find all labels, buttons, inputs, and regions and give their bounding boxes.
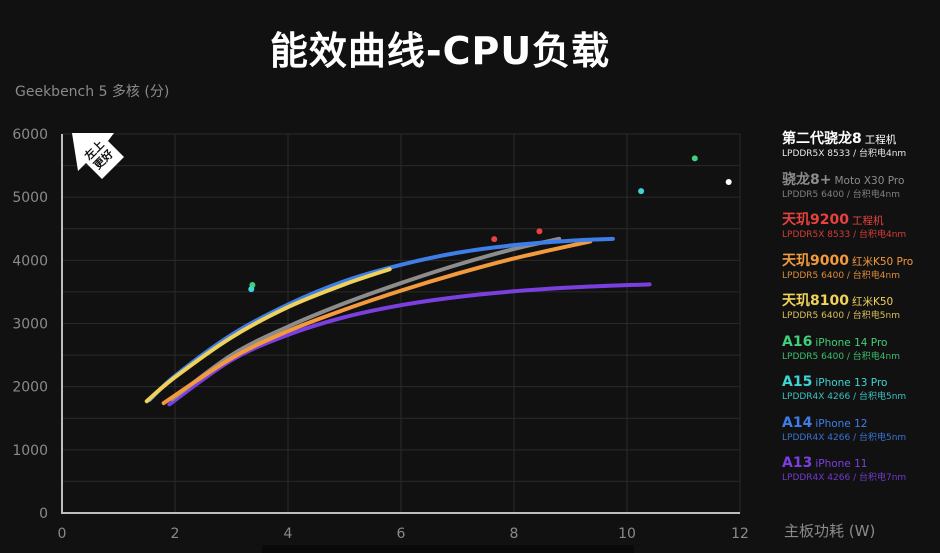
legend-memory-process: LPDDR5 6400 / 台积电4nm: [782, 189, 900, 200]
legend-memory-process: LPDDR5 6400 / 台积电4nm: [782, 351, 900, 362]
y-tick-label: 2000: [12, 380, 48, 396]
data-point: [691, 155, 698, 162]
legend-item: 天玑9200 工程机 LPDDR5X 8533 / 台积电4nm: [782, 212, 940, 253]
y-axis-label: Geekbench 5 多核 (分): [15, 84, 170, 100]
data-point: [725, 179, 732, 186]
legend-item: 天玑9000 红米K50 Pro LPDDR5 6400 / 台积电4nm: [782, 253, 940, 294]
legend-chip-label: 第二代骁龙8 工程机: [782, 131, 897, 147]
y-tick-label: 5000: [12, 190, 48, 206]
legend-item: A15 iPhone 13 Pro LPDDR4X 4266 / 台积电5nm: [782, 374, 940, 415]
legend-chip-label: 天玑8100 红米K50: [782, 293, 894, 309]
y-tick-label: 4000: [12, 253, 48, 269]
legend-chip-label: 骁龙8+ Moto X30 Pro: [782, 171, 905, 188]
efficiency-curve: [170, 236, 562, 402]
x-tick-label: 12: [731, 526, 749, 542]
x-tick-label: 4: [284, 526, 293, 542]
legend-chip-label: 天玑9200 工程机: [782, 212, 884, 228]
x-tick-label: 2: [171, 526, 180, 542]
legend-memory-process: LPDDR5 6400 / 台积电4nm: [782, 270, 900, 281]
x-tick-label: 8: [510, 526, 519, 542]
legend-chip-label: A13 iPhone 11: [782, 455, 868, 471]
legend-memory-process: LPDDR5X 8533 / 台积电4nm: [782, 230, 907, 240]
x-tick-label: 10: [618, 526, 636, 542]
data-point: [536, 228, 543, 235]
chart-legend: 第二代骁龙8 工程机 LPDDR5X 8533 / 台积电4nm 骁龙8+ Moto X…: [782, 131, 940, 496]
y-tick-label: 3000: [12, 317, 48, 333]
y-tick-label: 6000: [12, 127, 48, 143]
data-point: [638, 188, 645, 195]
legend-item: A13 iPhone 11 LPDDR4X 4266 / 台积电7nm: [782, 455, 940, 496]
legend-memory-process: LPDDR4X 4266 / 台积电5nm: [782, 432, 907, 443]
x-tick-label: 6: [397, 526, 406, 542]
legend-chip-label: 天玑9000 红米K50 Pro: [782, 252, 914, 269]
legend-item: 骁龙8+ Moto X30 Pro LPDDR5 6400 / 台积电4nm: [782, 172, 940, 213]
legend-memory-process: LPDDR5X 8533 / 台积电4nm: [782, 149, 907, 159]
x-tick-label: 0: [58, 526, 67, 542]
legend-item: 天玑8100 红米K50 LPDDR5 6400 / 台积电5nm: [782, 293, 940, 334]
legend-memory-process: LPDDR4X 4266 / 台积电5nm: [782, 392, 907, 402]
legend-memory-process: LPDDR5 6400 / 台积电5nm: [782, 311, 900, 321]
x-axis-label: 主板功耗 (W): [784, 522, 876, 540]
legend-chip-label: A16 iPhone 14 Pro: [782, 333, 888, 350]
chart-title: 能效曲线-CPU负载: [269, 29, 611, 73]
legend-chip-label: A15 iPhone 13 Pro: [782, 374, 888, 390]
bottom-band: [262, 545, 634, 553]
legend-item: A16 iPhone 14 Pro LPDDR5 6400 / 台积电4nm: [782, 334, 940, 375]
legend-chip-label: A14 iPhone 12: [782, 414, 868, 431]
legend-item: A14 iPhone 12 LPDDR4X 4266 / 台积电5nm: [782, 415, 940, 456]
efficiency-curve: [147, 236, 615, 402]
efficiency-curve: [144, 267, 392, 404]
legend-memory-process: LPDDR4X 4266 / 台积电7nm: [782, 473, 907, 483]
legend-item: 第二代骁龙8 工程机 LPDDR5X 8533 / 台积电4nm: [782, 131, 940, 172]
data-point: [491, 236, 498, 243]
y-tick-label: 0: [39, 506, 48, 522]
efficiency-curve: [161, 239, 593, 406]
y-tick-label: 1000: [12, 443, 48, 459]
data-point: [248, 286, 255, 293]
